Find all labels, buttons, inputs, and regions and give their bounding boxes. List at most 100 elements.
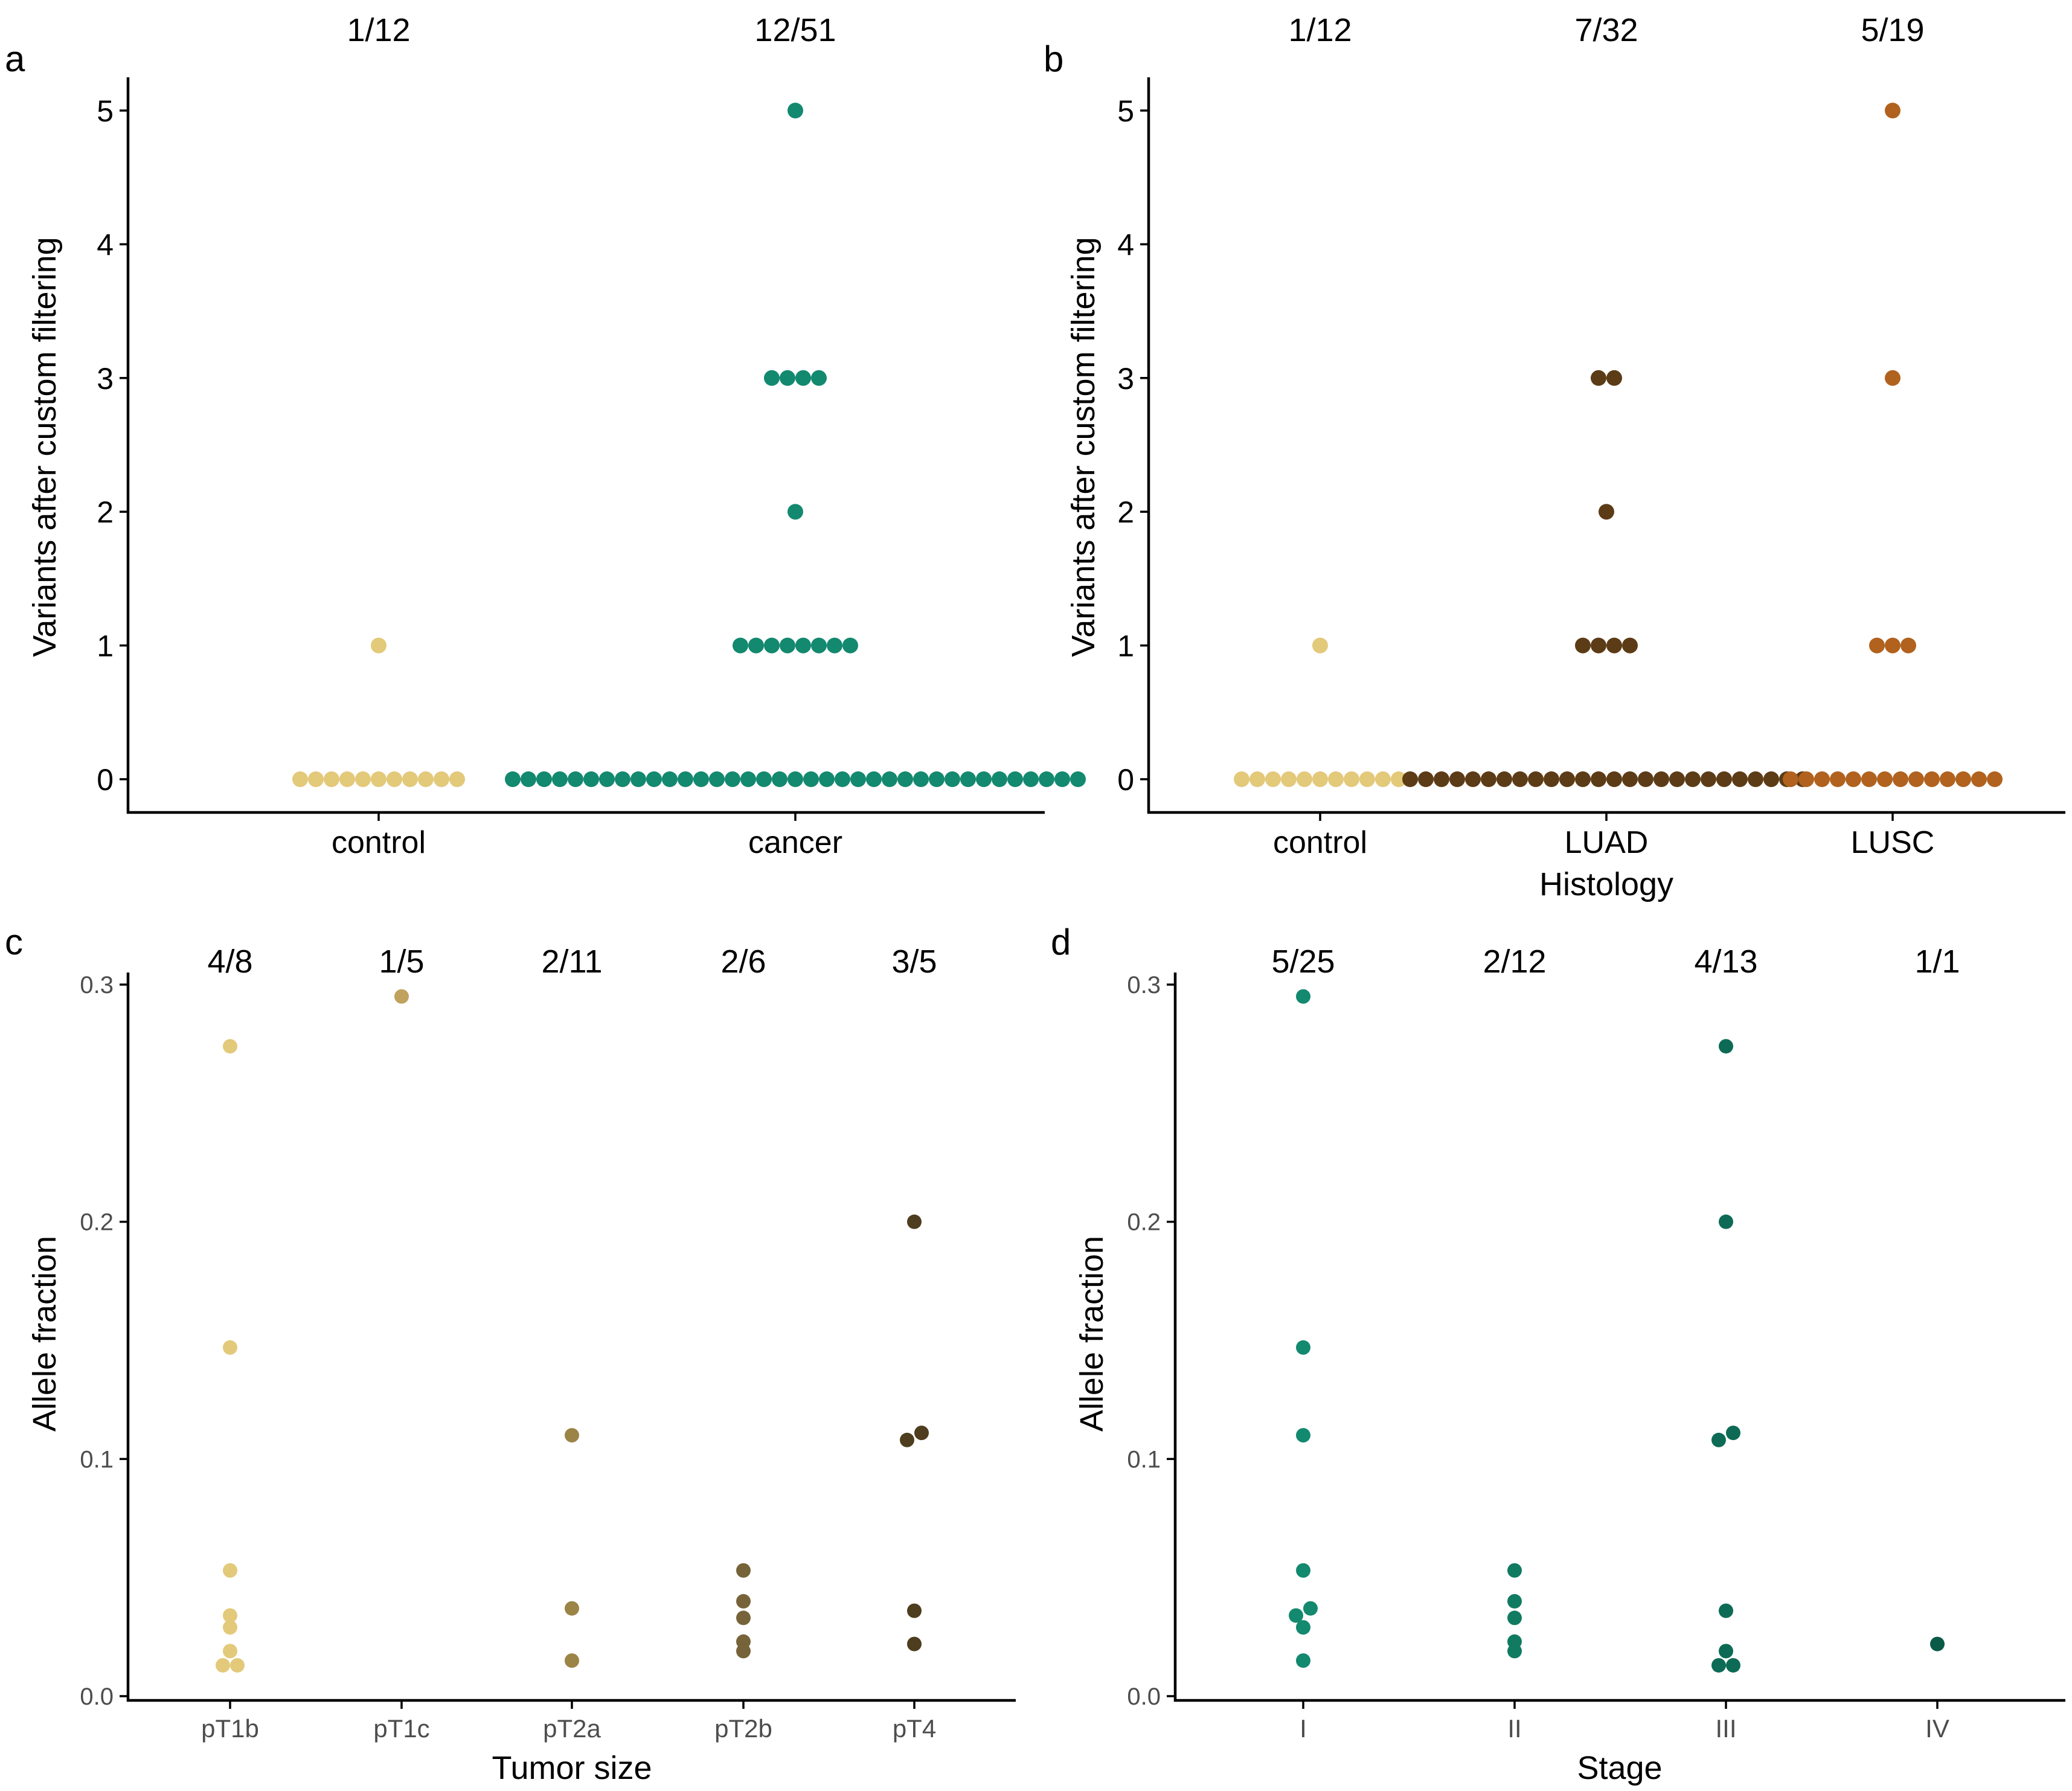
data-point [736, 1634, 751, 1649]
data-point [1798, 771, 1814, 787]
data-point [1893, 771, 1908, 787]
data-point [787, 103, 803, 118]
data-point [292, 771, 308, 787]
x-tick-label: LUAD [1565, 825, 1649, 860]
data-point [907, 1214, 922, 1229]
panel-c-yticks: 0.0 0.1 0.2 0.3 [80, 972, 128, 1710]
data-point [223, 1039, 237, 1054]
panel-c-axes [126, 973, 1016, 1702]
y-tick-label: 2 [97, 495, 114, 529]
panel-d-yticks: 0.0 0.1 0.2 0.3 [1127, 972, 1175, 1710]
data-point [1289, 1608, 1303, 1623]
data-point [772, 771, 787, 787]
data-point [223, 1620, 237, 1635]
data-point [1719, 1644, 1733, 1659]
group-ratio-annotation: 5/19 [1861, 12, 1924, 48]
x-tick-label: II [1507, 1714, 1521, 1743]
data-point [1281, 771, 1297, 787]
data-point [900, 1432, 914, 1447]
x-tick-label: pT4 [893, 1714, 936, 1743]
y-tick-label: 0.3 [80, 972, 114, 998]
data-point [976, 771, 992, 787]
data-point [1885, 103, 1900, 118]
data-point [882, 771, 897, 787]
data-point [1726, 1658, 1740, 1673]
data-point [1375, 771, 1391, 787]
data-point [1507, 1634, 1522, 1649]
data-point [1234, 771, 1249, 787]
panel-c-annotations: 4/8 1/5 2/11 2/6 3/5 [207, 944, 937, 980]
data-point [842, 637, 858, 654]
data-point [1732, 771, 1748, 787]
data-point [1846, 771, 1861, 787]
panel-a-points [292, 103, 1086, 787]
data-point [913, 771, 929, 787]
data-point [1449, 771, 1465, 787]
data-point [1359, 771, 1375, 787]
data-point [709, 771, 725, 787]
data-point [1599, 504, 1614, 520]
data-point [678, 771, 693, 787]
data-point [1719, 1603, 1733, 1618]
data-point [795, 637, 811, 654]
data-point [1719, 1039, 1733, 1054]
panel-b-points [1234, 103, 2003, 787]
data-point [795, 370, 811, 386]
y-tick-label: 0 [97, 763, 114, 797]
data-point [929, 771, 945, 787]
panel-a-annotations: 1/12 12/51 [347, 12, 836, 48]
data-point [1591, 370, 1606, 386]
data-point [1606, 370, 1622, 386]
data-point [1054, 771, 1070, 787]
panel-d-points [1289, 989, 1945, 1673]
data-point [1877, 771, 1893, 787]
x-tick-label: control [1273, 825, 1367, 860]
group-ratio-annotation: 3/5 [891, 944, 937, 980]
data-point [1711, 1432, 1726, 1447]
data-point [646, 771, 662, 787]
y-tick-label: 0.3 [1127, 972, 1161, 998]
data-point [1606, 637, 1622, 654]
data-point [223, 1644, 237, 1659]
data-point [811, 637, 827, 654]
data-point [521, 771, 536, 787]
data-point [324, 771, 339, 787]
data-point [1296, 1428, 1310, 1443]
data-point [1328, 771, 1344, 787]
data-point [402, 771, 418, 787]
data-point [1512, 771, 1528, 787]
data-point [1312, 637, 1328, 654]
data-point [1591, 637, 1606, 654]
data-point [1591, 771, 1606, 787]
data-point [1296, 1340, 1310, 1355]
y-tick-label: 5 [97, 94, 114, 128]
panel-d: d Allele fraction Stage 0.00.10.20.3 I II… [1051, 922, 2065, 1786]
data-point [1039, 771, 1054, 787]
panel-d-annotations: 5/25 2/12 4/13 1/1 [1271, 944, 1960, 980]
data-point [434, 771, 449, 787]
data-point [1701, 771, 1716, 787]
panel-c-points [216, 989, 929, 1673]
panel-d-xlabel: Stage [1577, 1750, 1662, 1786]
data-point [1814, 771, 1830, 787]
data-point [914, 1426, 929, 1441]
group-ratio-annotation: 12/51 [754, 12, 836, 48]
data-point [1685, 771, 1701, 787]
data-point [1507, 1563, 1522, 1578]
panel-b-xlabel: Histology [1539, 866, 1673, 902]
panel-a-axes [126, 77, 1045, 814]
data-point [780, 637, 795, 654]
data-point [216, 1658, 230, 1673]
group-ratio-annotation: 7/32 [1574, 12, 1638, 48]
data-point [1971, 771, 1987, 787]
data-point [552, 771, 568, 787]
data-point [230, 1658, 245, 1673]
data-point [418, 771, 434, 787]
data-point [1481, 771, 1496, 787]
data-point [1622, 771, 1638, 787]
data-point [615, 771, 630, 787]
data-point [764, 370, 780, 386]
y-tick-label: 1 [97, 629, 114, 663]
panel-a: a Variants after custom filtering 0 1 2 3 4 5… [5, 12, 1086, 860]
data-point [1711, 1658, 1726, 1673]
